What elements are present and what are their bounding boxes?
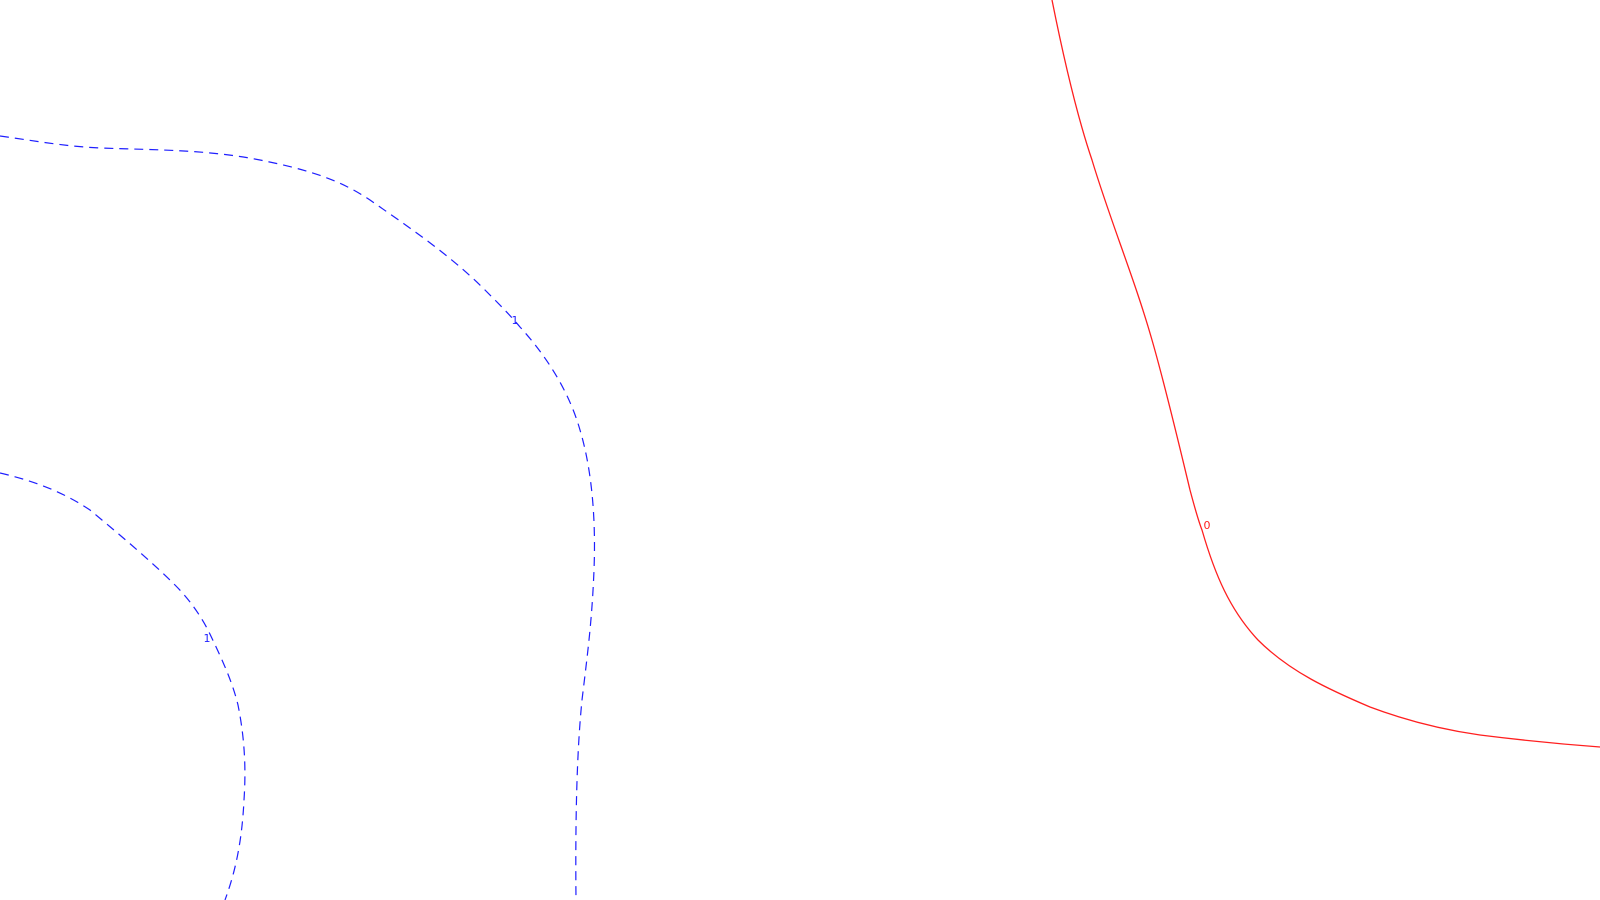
contour-label-0: 0	[1204, 519, 1211, 532]
contour-path	[1051, 0, 1600, 748]
contour-line-0: 0	[1051, 0, 1600, 748]
contour-label-1-lower: 1	[204, 632, 211, 645]
contour-line-1-lower: 1	[0, 472, 246, 900]
contour-path	[0, 135, 596, 900]
contour-line-1-upper: 1	[0, 135, 596, 900]
contour-label-1-upper: 1	[512, 314, 519, 327]
contour-path	[0, 472, 246, 900]
